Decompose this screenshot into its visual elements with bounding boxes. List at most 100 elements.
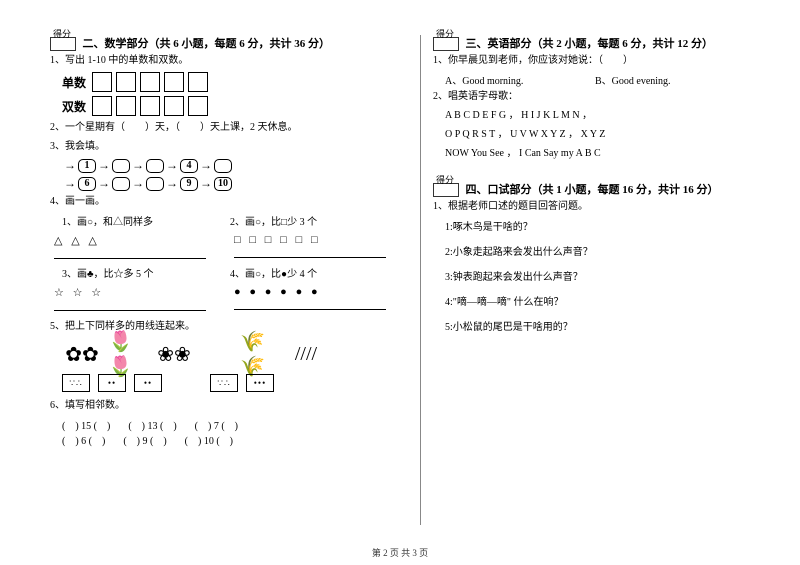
q4-1-shapes: △ △ △	[54, 234, 210, 247]
q4-3: 3、画♣，比☆多 5 个 ☆ ☆ ☆	[50, 265, 210, 317]
eng-q2: 2、唱英语字母歌：	[433, 89, 750, 104]
q4-2: 2、画○，比□少 3 个 □ □ □ □ □ □	[230, 213, 390, 265]
seq-box[interactable]: 10	[214, 177, 232, 191]
q6: 6、填写相邻数。	[50, 398, 408, 413]
q6-item: ( ) 15 ( )	[62, 417, 110, 432]
answer-line[interactable]	[54, 249, 206, 259]
score-box-sec4: 得分	[433, 183, 459, 197]
blank-box[interactable]	[92, 72, 112, 92]
section-3-title: 三、英语部分（共 2 小题，每题 6 分，共计 12 分）	[466, 38, 714, 50]
option-a: A、Good morning.	[445, 72, 595, 87]
oral-q5: 5:小松鼠的尾巴是干啥用的？	[445, 320, 750, 335]
blank-box[interactable]	[140, 72, 160, 92]
q4-2-shapes: □ □ □ □ □ □	[234, 234, 390, 246]
leaf-icon: 🌾🌾	[240, 338, 280, 370]
flower-icon: 🌷🌷	[108, 338, 148, 370]
q5: 5、把上下同样多的用线连起来。	[50, 319, 408, 334]
seq-box[interactable]: 9	[180, 177, 198, 191]
eng-q2-l2: O P Q R S T ， U V W X Y Z ， X Y Z	[445, 127, 750, 142]
q6-item: ( ) 10 ( )	[185, 432, 233, 447]
section-2-title: 二、数学部分（共 6 小题，每题 6 分，共计 36 分）	[83, 38, 331, 50]
q5-dice: ∵∴ •• •• ∵∴ •••	[62, 374, 408, 392]
right-column: 得分 三、英语部分（共 2 小题，每题 6 分，共计 12 分） 1、你早晨见到…	[420, 35, 750, 525]
q4-1: 1、画○，和△同样多 △ △ △	[50, 213, 210, 265]
flower-icon: ❀❀	[154, 338, 194, 370]
blank-box[interactable]	[164, 72, 184, 92]
seq-box[interactable]	[146, 159, 164, 173]
eng-q2-l1: A B C D E F G ， H I J K L M N ，	[445, 108, 750, 123]
arrow-icon: →	[132, 158, 144, 173]
seq-box[interactable]: 4	[180, 159, 198, 173]
q4-2-text: 2、画○，比□少 3 个	[230, 215, 390, 230]
q1: 1、写出 1-10 中的单数和双数。	[50, 53, 408, 68]
score-label: 得分	[436, 27, 454, 40]
dice-box: ••	[134, 374, 162, 392]
seq-box[interactable]: 1	[78, 159, 96, 173]
eng-q2-l3: NOW You See ， I Can Say my A B C	[445, 146, 750, 161]
eng-q1-options: A、Good morning. B、Good evening.	[445, 72, 750, 87]
q6-row1: ( ) 15 ( ) ( ) 13 ( ) ( ) 7 ( )	[62, 417, 408, 432]
leaf-icon: ////	[286, 338, 326, 370]
arrow-icon: →	[200, 176, 212, 191]
dice-box: •••	[246, 374, 274, 392]
blank-box[interactable]	[164, 96, 184, 116]
arrow-icon: →	[98, 158, 110, 173]
answer-line[interactable]	[54, 301, 206, 311]
left-column: 得分 二、数学部分（共 6 小题，每题 6 分，共计 36 分） 1、写出 1-…	[50, 35, 420, 525]
q6-item: ( ) 9 ( )	[123, 432, 166, 447]
q6-item: ( ) 6 ( )	[62, 432, 105, 447]
oral-q3: 3:钟表跑起来会发出什么声音？	[445, 270, 750, 285]
blank-box[interactable]	[92, 96, 112, 116]
blank-box[interactable]	[188, 96, 208, 116]
seq-row-2: → 6 → → → 9 → 10	[62, 176, 408, 191]
arrow-icon: →	[166, 158, 178, 173]
oral-q2: 2:小象走起路来会发出什么声音？	[445, 245, 750, 260]
oral-q: 1、根据老师口述的题目回答问题。	[433, 199, 750, 214]
seq-box[interactable]: 6	[78, 177, 96, 191]
q4: 4、画一画。	[50, 194, 408, 209]
q6-row2: ( ) 6 ( ) ( ) 9 ( ) ( ) 10 ( )	[62, 432, 408, 447]
q4-4: 4、画○，比●少 4 个 ● ● ● ● ● ●	[230, 265, 390, 317]
blank-box[interactable]	[116, 72, 136, 92]
blank-box[interactable]	[140, 96, 160, 116]
arrow-icon: →	[166, 176, 178, 191]
q4-3-text: 3、画♣，比☆多 5 个	[62, 267, 210, 282]
blank-box[interactable]	[116, 96, 136, 116]
oral-q4: 4:"嘀—嘀—嘀" 什么在响？	[445, 295, 750, 310]
score-box-sec3: 得分	[433, 37, 459, 51]
q5-images: ✿✿ 🌷🌷 ❀❀ 🌾🌾 ////	[62, 338, 408, 370]
seq-box[interactable]	[112, 177, 130, 191]
score-box-left: 得分	[50, 37, 76, 51]
q4-3-shapes: ☆ ☆ ☆	[54, 286, 210, 299]
arrow-icon: →	[64, 176, 76, 191]
answer-line[interactable]	[234, 248, 386, 258]
score-label: 得分	[53, 27, 71, 40]
blank-box[interactable]	[188, 72, 208, 92]
q4-4-shapes: ● ● ● ● ● ●	[234, 286, 390, 298]
q6-item: ( ) 7 ( )	[195, 417, 238, 432]
q6-item: ( ) 13 ( )	[128, 417, 176, 432]
seq-box[interactable]	[214, 159, 232, 173]
arrow-icon: →	[64, 158, 76, 173]
q4-4-text: 4、画○，比●少 4 个	[230, 267, 390, 282]
section-4-title: 四、口试部分（共 1 小题，每题 16 分，共计 16 分）	[466, 184, 719, 196]
arrow-icon: →	[132, 176, 144, 191]
option-b: B、Good evening.	[595, 72, 671, 87]
score-label: 得分	[436, 173, 454, 186]
q2: 2、一个星期有（ ）天，（ ）天上课，2 天休息。	[50, 120, 408, 135]
oral-q1: 1:啄木鸟是干啥的？	[445, 220, 750, 235]
arrow-icon: →	[200, 158, 212, 173]
seq-row-1: → 1 → → → 4 →	[62, 158, 408, 173]
even-label: 双数	[62, 98, 86, 115]
seq-box[interactable]	[146, 177, 164, 191]
eng-q1: 1、你早晨见到老师，你应该对她说：（ ）	[433, 53, 750, 68]
page-footer: 第 2 页 共 3 页	[0, 546, 800, 559]
flower-icon: ✿✿	[62, 338, 102, 370]
seq-box[interactable]	[112, 159, 130, 173]
dice-box: ••	[98, 374, 126, 392]
q3: 3、我会填。	[50, 139, 408, 154]
answer-line[interactable]	[234, 300, 386, 310]
q1-odd-row: 单数	[62, 72, 408, 92]
q1-even-row: 双数	[62, 96, 408, 116]
dice-box: ∵∴	[62, 374, 90, 392]
